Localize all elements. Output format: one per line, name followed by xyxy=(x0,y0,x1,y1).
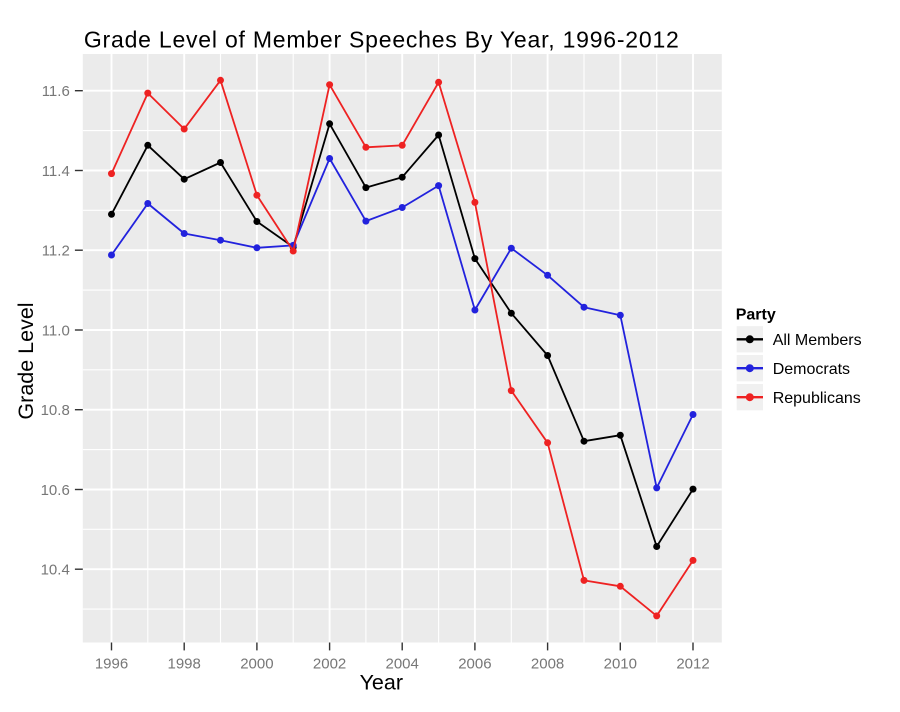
svg-text:11.2: 11.2 xyxy=(42,243,70,260)
svg-text:10.4: 10.4 xyxy=(41,562,70,579)
svg-text:2012: 2012 xyxy=(676,656,709,673)
svg-text:11.6: 11.6 xyxy=(42,83,70,100)
svg-text:2006: 2006 xyxy=(458,656,491,673)
svg-text:Year: Year xyxy=(360,670,403,694)
svg-text:10.8: 10.8 xyxy=(41,402,70,419)
svg-text:10.6: 10.6 xyxy=(41,482,70,499)
svg-text:2010: 2010 xyxy=(604,656,637,673)
svg-text:2004: 2004 xyxy=(386,656,419,673)
svg-text:Party: Party xyxy=(736,306,776,323)
svg-text:Grade Level of Member Speeches: Grade Level of Member Speeches By Year, … xyxy=(84,26,680,52)
svg-text:Republicans: Republicans xyxy=(773,390,861,407)
svg-text:2000: 2000 xyxy=(240,656,273,673)
svg-text:Grade Level: Grade Level xyxy=(14,302,38,419)
svg-text:Democrats: Democrats xyxy=(773,361,850,378)
svg-text:1998: 1998 xyxy=(168,656,201,673)
svg-text:1996: 1996 xyxy=(95,656,128,673)
svg-text:All Members: All Members xyxy=(773,332,862,349)
svg-text:11.4: 11.4 xyxy=(42,163,70,180)
svg-text:2008: 2008 xyxy=(531,656,564,673)
svg-text:2002: 2002 xyxy=(313,656,346,673)
svg-text:11.0: 11.0 xyxy=(42,322,70,339)
